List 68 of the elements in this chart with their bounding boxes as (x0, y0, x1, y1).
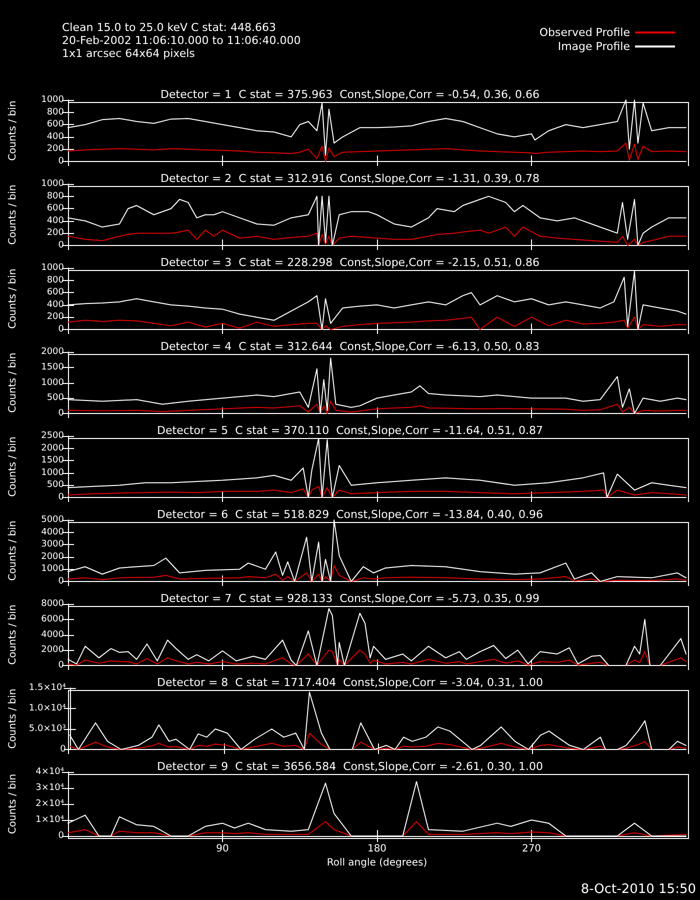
y-tick-label: 600 (46, 288, 64, 298)
y-tick-label: 200 (46, 144, 64, 154)
y-tick-label: 800 (46, 275, 64, 286)
y-tick-label: 1500 (41, 456, 64, 466)
chart-title: Detector = 7 C stat = 928.133 Const,Slope,Corr = -5.73, 0.35, 0.99 (160, 592, 540, 605)
y-tick-label: 2000 (41, 347, 64, 357)
y-tick-label: 800 (46, 191, 64, 202)
y-axis-title: Counts / bin (8, 436, 18, 497)
y-tick-label: 8000 (41, 599, 64, 609)
y-tick-label: 500 (46, 393, 64, 404)
y-tick-label: 600 (46, 120, 64, 130)
chart-title: Detector = 9 C stat = 3656.584 Const,Slope,Corr = -2.61, 0.30, 1.00 (157, 760, 543, 773)
y-axis-title: Counts / bin (8, 520, 18, 581)
y-tick-label: 4000 (41, 527, 64, 538)
y-axis-title: Counts / bin (8, 100, 18, 161)
text: Clean 15.0 to 25.0 keV C stat: 448.663 (62, 21, 276, 34)
x-tick-label: 270 (522, 844, 542, 854)
y-tick-label: 600 (46, 204, 64, 214)
y-tick-label: 2×10⁴ (36, 799, 64, 809)
chart-title: Detector = 2 C stat = 312.916 Const,Slope,Corr = -1.31, 0.39, 0.78 (160, 172, 540, 185)
y-tick-label: 1.0×10⁴ (28, 704, 66, 714)
y-tick-label: 2000 (41, 552, 64, 562)
y-tick-label: 4000 (41, 630, 64, 640)
y-tick-label: 2500 (41, 431, 64, 441)
y-tick-label: 400 (46, 132, 64, 142)
x-axis-title: Roll angle (degrees) (326, 858, 428, 868)
y-tick-label: 1500 (41, 362, 64, 372)
chart-title: Detector = 4 C stat = 312.644 Const,Slope,Corr = -6.13, 0.50, 0.83 (160, 340, 540, 353)
y-tick-label: 800 (46, 107, 64, 118)
y-tick-label: 1.5×10⁴ (28, 683, 66, 693)
y-tick-label: 4×10⁴ (36, 767, 64, 777)
x-tick-label: 90 (216, 844, 229, 854)
legend-label: Image Profile (558, 40, 630, 53)
x-tick-label: 180 (367, 844, 387, 854)
y-tick-label: 3000 (41, 540, 64, 550)
y-tick-label: 200 (46, 228, 64, 238)
y-axis-title: Counts / bin (8, 688, 18, 749)
y-tick-label: 500 (46, 480, 64, 490)
text: 1x1 arcsec 64x64 pixels (62, 47, 196, 60)
y-tick-label: 1000 (41, 564, 64, 574)
y-axis-title: Counts / bin (8, 604, 18, 665)
chart-title: Detector = 8 C stat = 1717.404 Const,Slope,Corr = -3.04, 0.31, 1.00 (157, 676, 543, 689)
y-tick-label: 5000 (41, 515, 64, 525)
y-tick-label: 400 (46, 300, 64, 310)
y-tick-label: 2000 (41, 443, 64, 454)
y-axis-title: Counts / bin (8, 352, 18, 413)
y-axis-title: Counts / bin (8, 774, 18, 834)
y-tick-label: 1000 (41, 378, 64, 388)
y-tick-label: 3×10⁴ (36, 783, 64, 793)
y-tick-label: 1×10⁴ (36, 815, 64, 825)
y-tick-label: 1000 (41, 468, 64, 478)
text: 8-Oct-2010 15:50 (580, 882, 696, 897)
y-tick-label: 1000 (41, 179, 64, 189)
legend-label: Observed Profile (539, 26, 630, 39)
chart-title: Detector = 1 C stat = 375.963 Const,Slope,Corr = -0.54, 0.36, 0.66 (160, 88, 540, 101)
chart-title: Detector = 5 C stat = 370.110 Const,Slope,Corr = -11.64, 0.51, 0.87 (157, 424, 543, 437)
y-axis-title: Counts / bin (8, 184, 18, 245)
chart-title: Detector = 6 C stat = 518.829 Const,Slope,Corr = -13.84, 0.40, 0.96 (157, 508, 543, 521)
y-axis-title: Counts / bin (8, 268, 18, 329)
y-tick-label: 400 (46, 216, 64, 226)
chart-title: Detector = 3 C stat = 228.298 Const,Slope,Corr = -2.15, 0.51, 0.86 (160, 256, 540, 269)
y-tick-label: 6000 (41, 614, 64, 624)
y-tick-label: 1000 (41, 263, 64, 273)
y-tick-label: 2000 (41, 645, 64, 656)
y-tick-label: 5.0×10³ (28, 724, 66, 734)
text: 20-Feb-2002 11:06:10.000 to 11:06:40.000 (62, 34, 301, 47)
y-tick-label: 200 (46, 312, 64, 322)
y-tick-label: 1000 (41, 95, 64, 105)
